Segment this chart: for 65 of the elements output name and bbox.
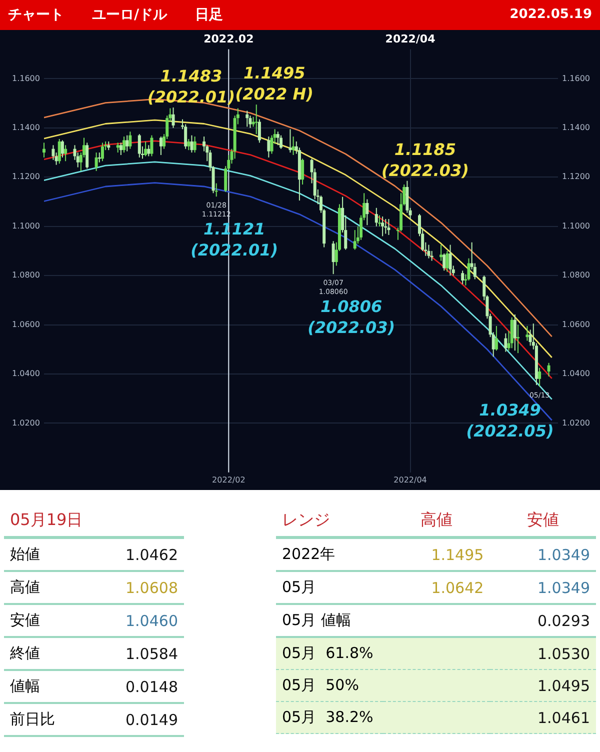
category-label: 05月 値幅 (282, 611, 351, 629)
category-label: 値幅 (10, 677, 40, 695)
text: 1.0349 (538, 546, 590, 564)
annotation: (2022.03) (308, 318, 396, 338)
y-tick-label: 1.1200 (12, 172, 40, 182)
category-label: 始値 (10, 545, 40, 563)
text: 1.0642 (431, 578, 484, 596)
text: 0.0293 (538, 612, 590, 630)
text: 1.0462 (126, 546, 178, 564)
y-tick-label: 1.0400 (12, 369, 40, 378)
text: 1.0460 (126, 612, 178, 630)
text: 05月19日 (4, 505, 184, 538)
category-label: 05月 38.2% (282, 708, 374, 726)
y2-tick-label: 1.0200 (562, 418, 590, 428)
y2-tick-label: 1.0600 (562, 320, 590, 329)
category-label: 2022年 (282, 545, 336, 563)
y2-tick-label: 1.0400 (562, 369, 590, 378)
candlestick (288, 129, 292, 153)
category-label: 安値 (10, 611, 40, 629)
y2-tick-label: 1.1200 (562, 172, 590, 182)
y-tick-label: 1.1400 (12, 123, 40, 132)
text: 1.0495 (538, 676, 590, 694)
category-label: 高値 (383, 505, 490, 538)
y2-tick-label: 1.1000 (562, 221, 590, 230)
chart-subtitle: 2022.05.19 (510, 7, 592, 22)
annotation: (2022.05) (466, 422, 554, 441)
x2-tick-label: 2022.02 (204, 32, 254, 46)
text: 0.0149 (126, 710, 178, 728)
y-tick-label: 1.1000 (12, 221, 40, 230)
text: 1.1495 (431, 546, 484, 564)
candlestick (254, 104, 258, 134)
y-tick-label: 1.0200 (12, 418, 40, 428)
annotation: 1.0349 (479, 400, 541, 420)
text: 0.0148 (126, 678, 178, 696)
category-label: 高値 (10, 578, 40, 596)
category-label: 05月 61.8% (282, 644, 374, 662)
y-tick-label: 1.1600 (12, 74, 40, 83)
category-label: 05月 (282, 578, 316, 596)
annotation: 1.1185 (394, 140, 456, 159)
text: 1.0530 (538, 644, 590, 662)
x-tick-label: 2022/02 (212, 475, 246, 484)
candlestick (214, 183, 218, 197)
y2-tick-label: 1.0800 (562, 270, 590, 280)
text: 1.0461 (538, 708, 590, 726)
category-label: 終値 (10, 644, 40, 662)
annotation: 1.1483 (160, 66, 222, 86)
text: 1.0349 (538, 578, 590, 596)
candlestick (516, 324, 520, 354)
y2-tick-label: 1.1600 (562, 74, 590, 83)
category-label: 前日比 (10, 710, 55, 728)
y2-tick-label: 1.1400 (562, 123, 590, 132)
chart-title: チャート ユーロ/ドル 日足 (8, 6, 224, 24)
annotation: 1.1495 (243, 64, 306, 83)
annotation: 1.0806 (320, 297, 382, 316)
x2-tick-label: 2022/04 (385, 32, 436, 46)
category-label: 安値 (490, 505, 596, 538)
text: 1.0608 (126, 578, 178, 596)
text: レンジ (276, 505, 384, 538)
y-tick-label: 1.0600 (12, 320, 40, 329)
annotation: (2022.03) (381, 160, 469, 180)
category-label: 05月 50% (282, 676, 359, 694)
candlestick (378, 215, 381, 226)
y-tick-label: 1.0800 (12, 270, 40, 280)
text: 1.0584 (126, 644, 178, 662)
annotation: (2022 H) (235, 84, 314, 104)
